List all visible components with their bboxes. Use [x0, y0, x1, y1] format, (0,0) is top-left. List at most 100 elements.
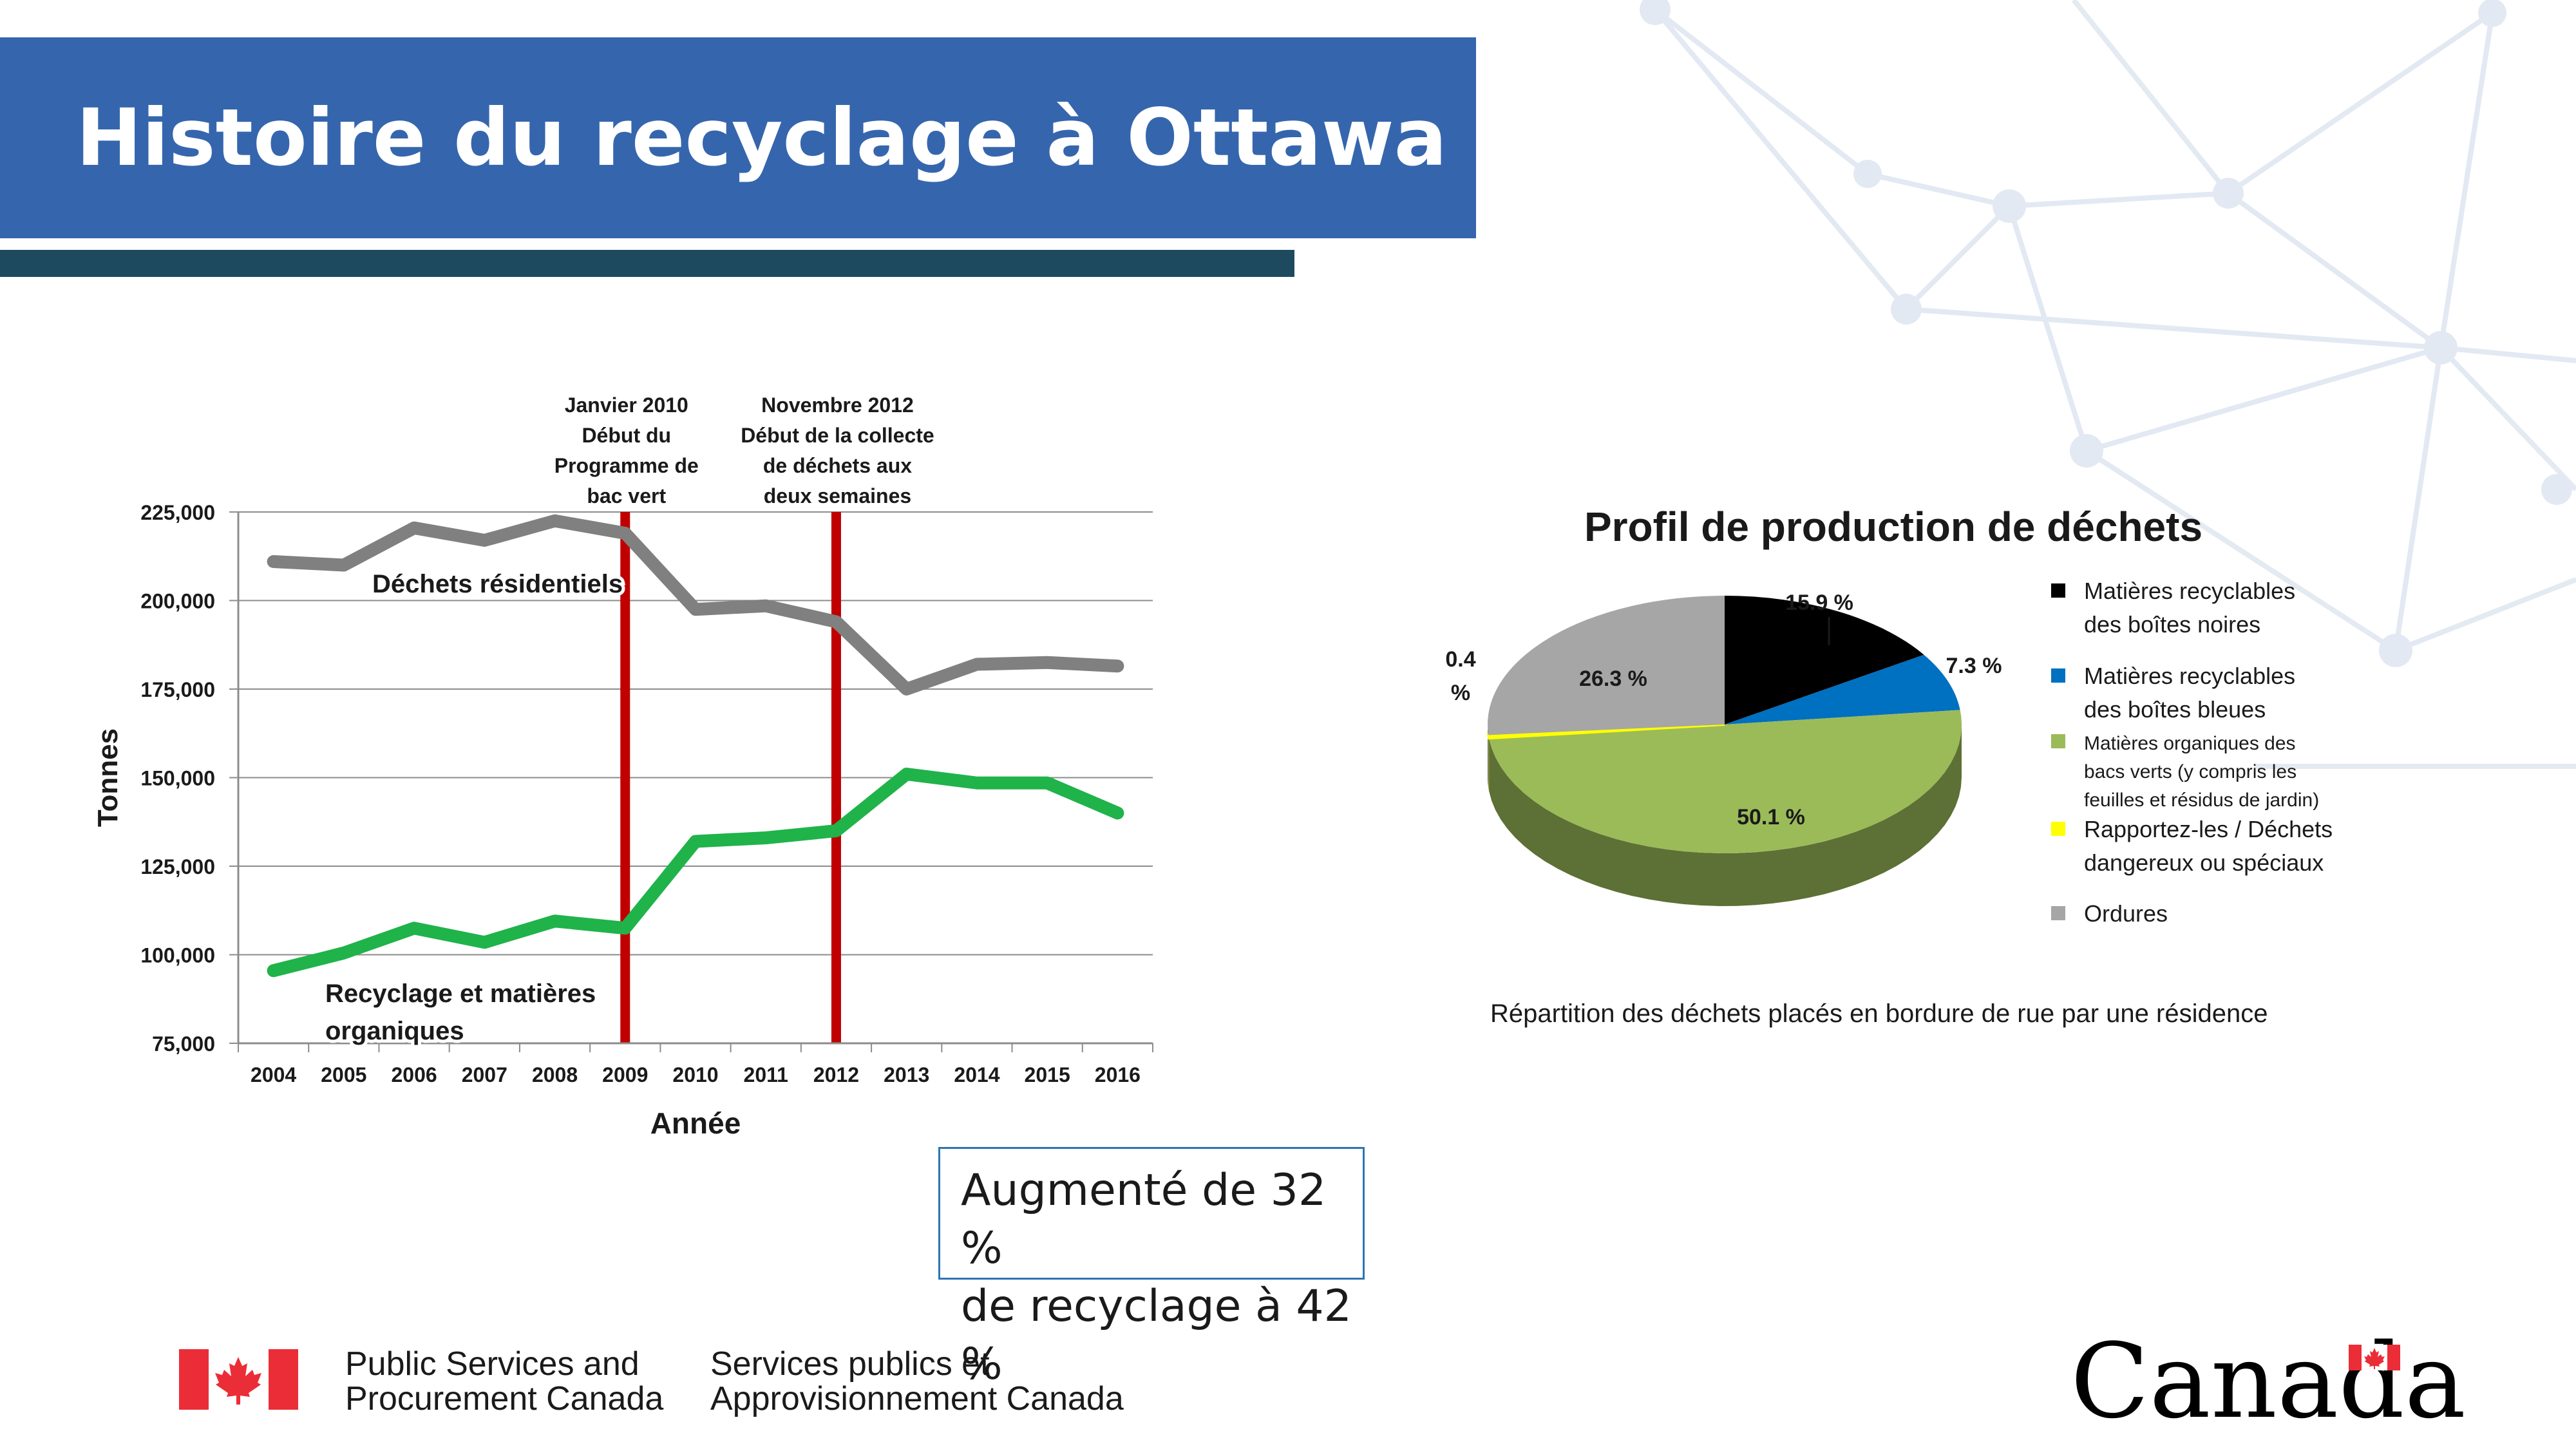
x-tick-label: 2015	[1025, 1063, 1070, 1086]
network-background-graphic	[1640, 0, 2576, 769]
legend-swatch	[2051, 583, 2065, 598]
series-point	[272, 970, 274, 972]
y-tick-label: 200,000	[140, 590, 215, 613]
event-annotation-line: Programme de	[554, 454, 699, 477]
event-annotation-line: Début de la collecte	[741, 424, 934, 447]
series-point	[835, 830, 837, 831]
series-point	[554, 520, 556, 522]
x-tick-label: 2014	[954, 1063, 999, 1086]
event-annotation-line: deux semaines	[764, 484, 911, 507]
legend-label: des boîtes noires	[2084, 611, 2260, 638]
series-point	[835, 621, 837, 623]
series-label-recycling-organics: organiques	[325, 1017, 464, 1045]
y-tick-label: 100,000	[140, 944, 215, 967]
legend-swatch	[2051, 822, 2065, 836]
pie-slice-label: 26.3 %	[1579, 667, 1647, 691]
pie-slice-label: 15.9 %	[1785, 591, 1853, 615]
x-tick-label: 2009	[602, 1063, 648, 1086]
pie-slice	[1489, 710, 1962, 853]
legend-label: dangereux ou spéciaux	[2084, 849, 2324, 876]
series-point	[272, 561, 274, 562]
pie-chart-caption: Répartition des déchets placés en bordur…	[1490, 999, 2268, 1028]
series-line-recycling-organics	[267, 768, 1124, 978]
callout-line-2: de recyclage à 42 %	[961, 1281, 1352, 1390]
series-point	[413, 927, 415, 929]
series-label-residential-waste: Déchets résidentiels	[372, 570, 623, 598]
event-annotation-line: de déchets aux	[763, 454, 912, 477]
series-point	[1046, 782, 1048, 784]
legend-label: Ordures	[2084, 900, 2168, 927]
x-tick-label: 2004	[251, 1063, 296, 1086]
pie-chart-title: Profil de production de déchets	[1584, 504, 2202, 550]
pie-slice-label: 0.4	[1445, 647, 1475, 672]
series-point	[624, 533, 626, 534]
event-annotation-line: Début du	[582, 424, 671, 447]
x-tick-label: 2005	[321, 1063, 366, 1086]
x-axis-title: Année	[650, 1106, 741, 1140]
legend-label: Rapportez-les / Déchets	[2084, 816, 2333, 842]
series-point	[905, 688, 907, 690]
pie-slice	[1488, 596, 1725, 735]
event-annotation-line: bac vert	[587, 484, 666, 507]
recycling-increase-callout: Augmenté de 32 % de recyclage à 42 %	[938, 1147, 1365, 1390]
x-tick-label: 2006	[391, 1063, 437, 1086]
footer-en-line-1: Public Services and	[345, 1345, 639, 1383]
canada-flag-icon	[179, 1349, 298, 1410]
pie-slice	[1725, 596, 1924, 724]
x-tick-label: 2007	[462, 1063, 507, 1086]
pie-slice-label: %	[1451, 681, 1470, 705]
legend-label: Matières recyclables	[2084, 578, 2295, 604]
footer-fr-line-2: Approvisionnement Canada	[710, 1380, 1124, 1417]
footer-department-fr: Services publics et Approvisionnement Ca…	[710, 1347, 1124, 1416]
series-point	[624, 927, 626, 929]
footer-fr-line-1: Services publics et	[710, 1345, 990, 1383]
y-tick-label: 150,000	[140, 767, 215, 790]
pie-chart: Profil de production de déchets 15.9 % 7.…	[1445, 504, 2333, 1028]
x-tick-label: 2008	[532, 1063, 578, 1086]
legend-swatch	[2051, 668, 2065, 683]
series-point	[976, 663, 978, 665]
canada-wordmark-flag-icon	[2349, 1345, 2400, 1370]
series-point	[695, 840, 696, 842]
series-point	[695, 609, 696, 611]
series-point	[554, 920, 556, 922]
x-tick-label: 2016	[1095, 1063, 1141, 1086]
series-point	[484, 942, 486, 943]
series-point	[765, 605, 767, 607]
pie-slice-side	[1489, 724, 1962, 906]
y-tick-label: 125,000	[140, 855, 215, 878]
line-chart: 75,000 100,000 125,000 150,000 175,000 200,00…	[92, 393, 1153, 1140]
series-point	[1117, 665, 1119, 667]
pie-depth	[1488, 724, 1962, 906]
series-point	[484, 540, 486, 541]
legend-label: Matières recyclables	[2084, 663, 2295, 689]
y-tick-label: 175,000	[140, 678, 215, 701]
page-title: Histoire du recyclage à Ottawa	[76, 92, 1447, 184]
series-point	[905, 773, 907, 775]
y-tick-label: 225,000	[140, 501, 215, 524]
series-point	[1046, 661, 1048, 663]
x-tick-label: 2011	[744, 1063, 788, 1086]
legend-label: des boîtes bleues	[2084, 696, 2266, 723]
canada-wordmark: Canada	[2070, 1321, 2467, 1441]
legend-label: Matières organiques des	[2084, 733, 2296, 754]
title-underline	[0, 250, 1294, 277]
series-point	[413, 527, 415, 529]
series-point	[343, 952, 345, 954]
pie-slice	[1725, 654, 1960, 724]
pie-slice	[1486, 723, 1725, 740]
title-banner	[0, 37, 1476, 238]
event-annotation-line: Novembre 2012	[761, 393, 914, 417]
series-label-recycling-organics: Recyclage et matières	[325, 980, 596, 1008]
series-point	[1117, 812, 1119, 814]
legend-label: feuilles et résidus de jardin)	[2084, 790, 2319, 811]
footer-en-line-2: Procurement Canada	[345, 1380, 664, 1417]
series-point	[765, 837, 767, 838]
series-line-residential-waste	[267, 514, 1124, 696]
pie-slice-side	[1488, 735, 1490, 791]
callout-line-1: Augmenté de 32 %	[961, 1165, 1327, 1274]
legend-swatch	[2051, 734, 2065, 748]
series-point	[343, 564, 345, 566]
x-tick-label: 2010	[672, 1063, 718, 1086]
